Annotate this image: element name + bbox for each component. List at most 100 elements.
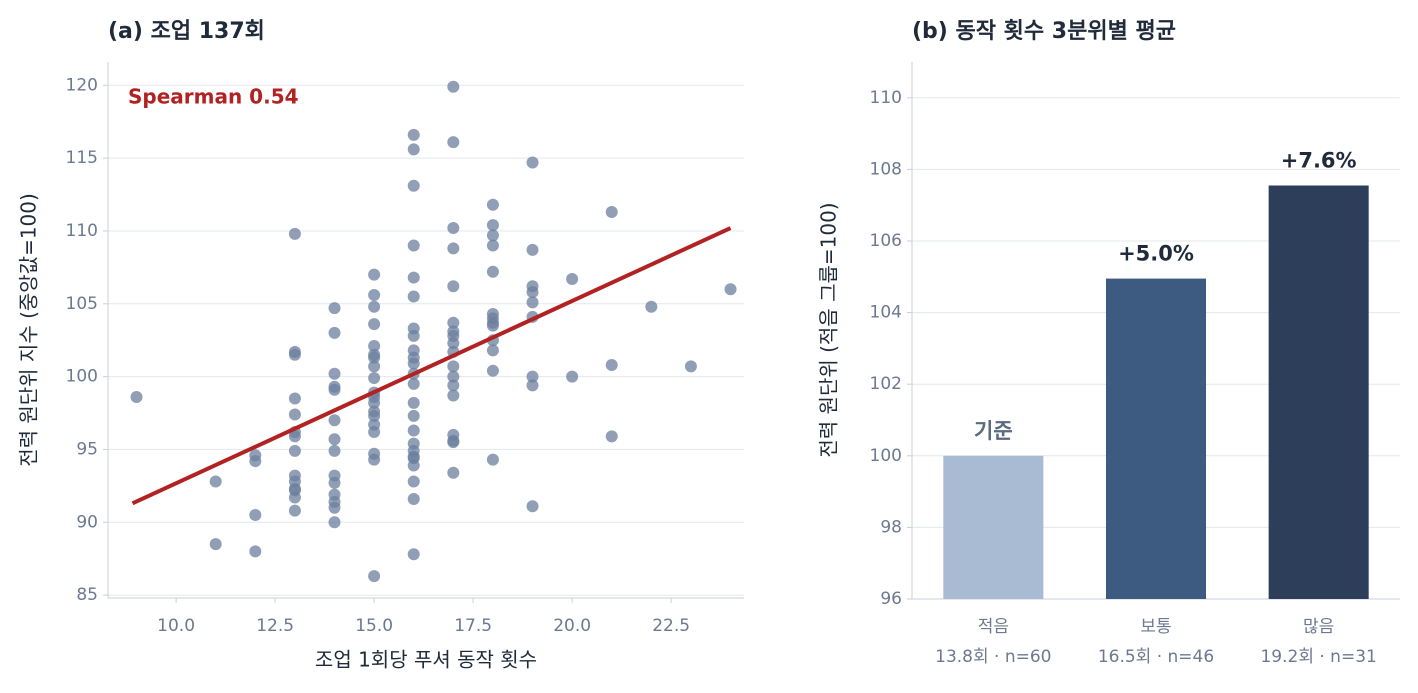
- y-tick-label: 98: [880, 517, 902, 537]
- value-label: +5.0%: [1118, 242, 1194, 266]
- scatter-point: [368, 289, 381, 302]
- scatter-point: [288, 348, 301, 361]
- scatter-point: [526, 370, 539, 383]
- scatter-point: [328, 433, 341, 446]
- scatter-point: [526, 243, 539, 256]
- y-tick-label: 110: [66, 221, 98, 241]
- scatter-point: [288, 504, 301, 517]
- annotation: Spearman 0.54: [128, 85, 299, 109]
- bar: [943, 455, 1044, 599]
- scatter-point: [486, 229, 499, 242]
- chart-title: (b) 동작 횟수 3분위별 평균: [912, 19, 1176, 44]
- y-tick-label: 106: [870, 231, 902, 251]
- scatter-point: [526, 379, 539, 392]
- scatter-point: [447, 389, 460, 402]
- scatter-point: [407, 459, 420, 472]
- scatter-point: [368, 396, 381, 409]
- scatter-point: [526, 500, 539, 513]
- x-tick-label: 많음: [1303, 617, 1334, 637]
- scatter-point: [328, 383, 341, 396]
- scatter-point: [447, 337, 460, 350]
- scatter-point: [288, 491, 301, 504]
- x-tick-label: 20.0: [553, 616, 591, 636]
- scatter-point: [447, 80, 460, 93]
- scatter-point: [447, 370, 460, 383]
- y-tick-label: 90: [76, 512, 98, 532]
- x-tick-label: 보통: [1140, 617, 1171, 637]
- scatter-point: [368, 425, 381, 438]
- scatter-point: [526, 156, 539, 169]
- scatter-point: [407, 271, 420, 284]
- scatter-point: [407, 179, 420, 192]
- scatter-point: [368, 453, 381, 466]
- scatter-point: [447, 436, 460, 449]
- x-axis-label: 조업 1회당 푸셔 동작 횟수: [315, 648, 537, 672]
- y-tick-label: 100: [66, 367, 98, 387]
- scatter-point: [328, 326, 341, 339]
- y-tick-label: 105: [66, 294, 98, 314]
- scatter-point: [526, 286, 539, 299]
- scatter-point: [288, 444, 301, 457]
- scatter-point: [486, 453, 499, 466]
- scatter-point: [605, 430, 618, 443]
- scatter-point: [407, 357, 420, 370]
- scatter-point: [407, 329, 420, 342]
- scatter-point: [566, 370, 579, 383]
- scatter-point: [447, 242, 460, 255]
- scatter-point: [486, 265, 499, 278]
- y-tick-label: 102: [870, 374, 902, 394]
- scatter-point: [328, 367, 341, 380]
- scatter-point: [447, 136, 460, 149]
- scatter-point: [407, 128, 420, 141]
- scatter-point: [249, 545, 262, 558]
- scatter-point: [368, 360, 381, 373]
- scatter-point: [684, 360, 697, 373]
- y-tick-label: 85: [76, 585, 98, 605]
- scatter-point: [249, 508, 262, 521]
- y-tick-label: 96: [880, 589, 902, 609]
- scatter-point: [526, 296, 539, 309]
- scatter-point: [486, 364, 499, 377]
- scatter-point: [328, 302, 341, 315]
- scatter-point: [288, 430, 301, 443]
- scatter-point: [407, 548, 420, 561]
- scatter-point: [368, 409, 381, 422]
- scatter-point: [368, 318, 381, 331]
- scatter-point: [328, 516, 341, 529]
- scatter-point: [368, 351, 381, 364]
- scatter-point: [645, 300, 658, 313]
- x-tick-sublabel: 13.8회 · n=60: [935, 647, 1051, 667]
- scatter-point: [486, 344, 499, 357]
- fit-line: [131, 226, 732, 506]
- scatter-point: [130, 391, 143, 403]
- value-label: 기준: [974, 419, 1013, 443]
- x-tick-sublabel: 19.2회 · n=31: [1260, 647, 1376, 667]
- y-tick-label: 95: [76, 439, 98, 459]
- x-tick-label: 12.5: [256, 616, 294, 636]
- y-tick-label: 100: [870, 446, 902, 466]
- x-tick-label: 15.0: [355, 616, 393, 636]
- scatter-point: [209, 538, 222, 551]
- scatter-point: [407, 290, 420, 303]
- scatter-point: [407, 424, 420, 437]
- scatter-point: [328, 501, 341, 514]
- scatter-point: [368, 300, 381, 313]
- scatter-point: [328, 444, 341, 457]
- chart-title: (a) 조업 137회: [108, 19, 265, 44]
- scatter-point: [447, 222, 460, 235]
- scatter-point: [486, 198, 499, 211]
- y-axis-label: 전력 원단위 지수 (중앙값=100): [17, 193, 41, 467]
- scatter-point: [407, 143, 420, 156]
- scatter-point: [486, 239, 499, 252]
- x-tick-label: 22.5: [652, 616, 690, 636]
- scatter-point: [407, 377, 420, 390]
- scatter-point: [288, 392, 301, 405]
- scatter-point: [566, 273, 579, 286]
- y-tick-label: 120: [66, 75, 98, 95]
- scatter-point: [328, 476, 341, 489]
- scatter-point: [605, 358, 618, 371]
- scatter-point: [407, 492, 420, 505]
- y-tick-label: 110: [870, 88, 902, 108]
- bar: [1268, 185, 1369, 599]
